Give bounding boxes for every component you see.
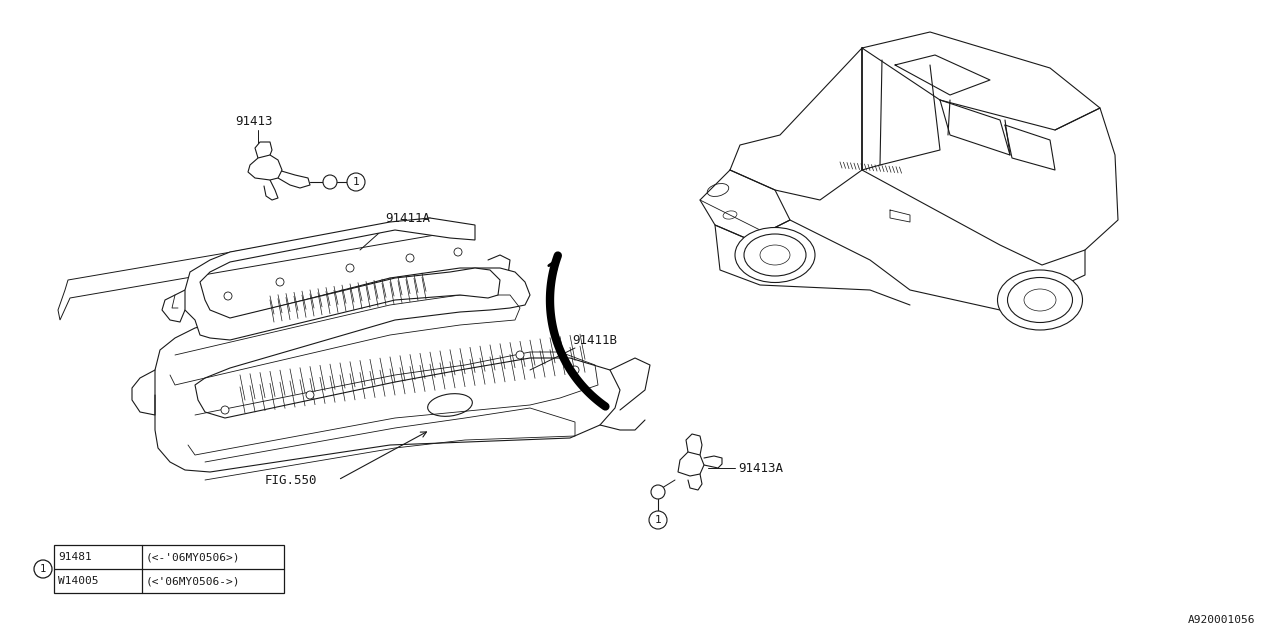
Text: 91413A: 91413A [739,461,783,474]
Ellipse shape [997,270,1083,330]
Circle shape [652,485,666,499]
Circle shape [224,292,232,300]
Circle shape [649,511,667,529]
Polygon shape [678,452,704,476]
Text: A920001056: A920001056 [1188,615,1254,625]
Text: 91481: 91481 [58,552,92,562]
Polygon shape [58,218,440,320]
Circle shape [306,391,314,399]
Text: 1: 1 [352,177,360,187]
Circle shape [323,175,337,189]
Circle shape [347,173,365,191]
Text: (<'06MY0506->): (<'06MY0506->) [146,576,241,586]
Circle shape [221,406,229,414]
Polygon shape [155,268,620,472]
Text: 91411A: 91411A [385,212,430,225]
Circle shape [571,366,579,374]
Circle shape [516,351,524,359]
Circle shape [35,560,52,578]
Circle shape [406,254,413,262]
Text: 1: 1 [40,564,46,574]
Text: FIG.550: FIG.550 [265,474,317,486]
Circle shape [454,248,462,256]
Polygon shape [248,155,282,180]
Circle shape [276,278,284,286]
Text: W14005: W14005 [58,576,99,586]
Text: 91413: 91413 [236,115,273,128]
Polygon shape [186,218,500,340]
Text: (<-'06MY0506>): (<-'06MY0506>) [146,552,241,562]
Text: 1: 1 [654,515,662,525]
Circle shape [346,264,355,272]
Text: 91411B: 91411B [572,334,617,347]
Ellipse shape [735,227,815,282]
Bar [54,545,284,593]
